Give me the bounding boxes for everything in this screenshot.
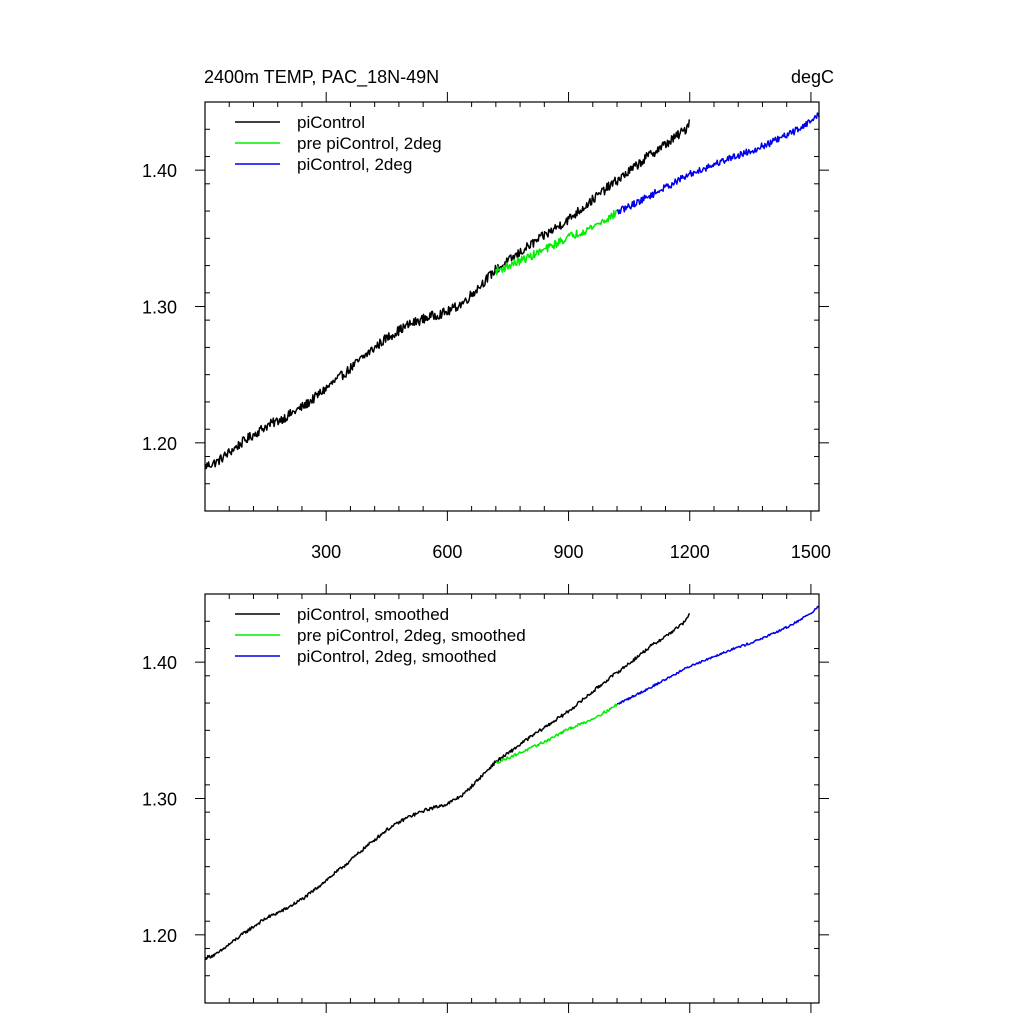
y-tick-label: 1.20 xyxy=(142,434,177,454)
legend-label: piControl, 2deg, smoothed xyxy=(297,647,496,666)
x-tick-label: 1200 xyxy=(670,542,710,562)
y-tick-label: 1.20 xyxy=(142,926,177,946)
series-line xyxy=(204,613,691,961)
legend-label: pre piControl, 2deg, smoothed xyxy=(297,626,526,645)
legend-label: piControl, 2deg xyxy=(297,155,412,174)
top-panel: 2400m TEMP, PAC_18N-49N degC 300 600 900 12… xyxy=(142,67,834,562)
x-tick-label: 1500 xyxy=(791,542,831,562)
x-tick-label: 600 xyxy=(432,542,462,562)
plot-frame xyxy=(204,101,820,512)
chart-title-left: 2400m TEMP, PAC_18N-49N xyxy=(204,67,439,88)
series-line xyxy=(495,209,618,276)
y-tick-label: 1.40 xyxy=(142,161,177,181)
series-line xyxy=(495,703,618,764)
chart-units-label: degC xyxy=(791,67,834,87)
y-tick-label: 1.30 xyxy=(142,790,177,810)
legend-label: piControl, smoothed xyxy=(297,605,449,624)
y-tick-label: 1.30 xyxy=(142,298,177,318)
bottom-panel: 1.20 1.30 1.40 piControl, smoothed pre piCon… xyxy=(142,584,829,1013)
y-tick-label: 1.40 xyxy=(142,653,177,673)
x-tick-label: 900 xyxy=(554,542,584,562)
x-tick-label: 300 xyxy=(311,542,341,562)
series-line xyxy=(616,112,820,215)
legend-label: pre piControl, 2deg xyxy=(297,134,442,153)
plot-frame xyxy=(204,593,820,1004)
legend-label: piControl xyxy=(297,113,365,132)
series-line xyxy=(204,119,691,470)
series-line xyxy=(616,605,820,705)
